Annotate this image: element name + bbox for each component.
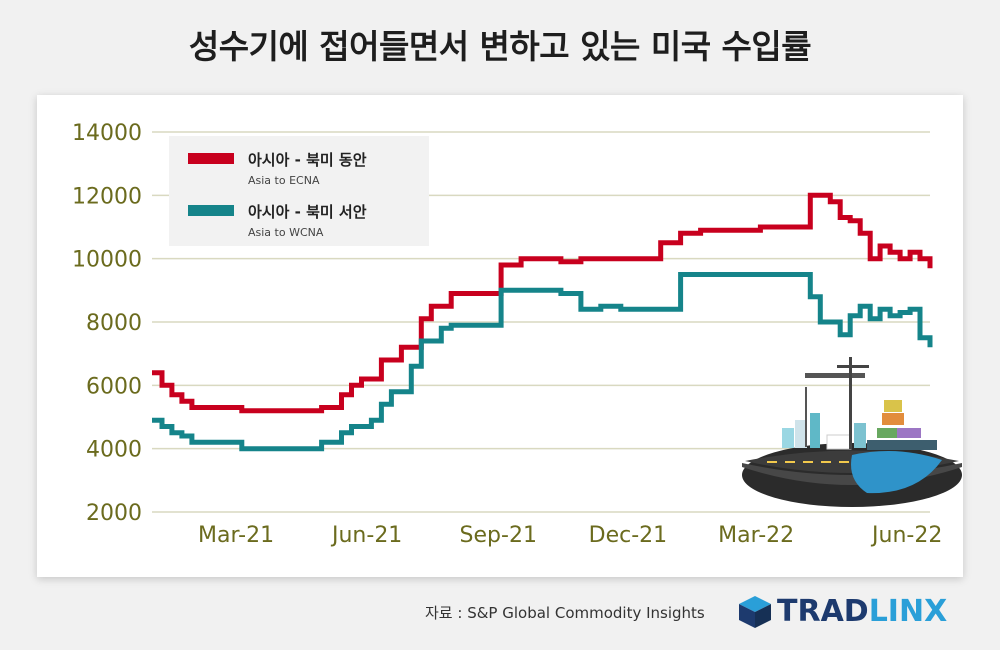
legend-sub-ecna: Asia to ECNA — [248, 174, 320, 187]
source-note: 자료 : S&P Global Commodity Insights — [425, 604, 705, 622]
y-tick-label: 10000 — [72, 248, 142, 273]
page-title: 성수기에 접어들면서 변하고 있는 미국 수입률 — [188, 27, 812, 66]
brand-part-trad: TRAD — [777, 594, 869, 629]
chart-panel: 14000 12000 10000 8000 6000 4000 2000 Mar-21 Ju… — [37, 95, 963, 577]
legend-swatch-ecna — [188, 153, 234, 164]
series-line-0 — [152, 192, 933, 414]
y-tick-label: 2000 — [86, 501, 142, 526]
legend: 아시아 - 북미 동안 Asia to ECNA 아시아 - 북미 서안 Asi… — [169, 136, 429, 246]
x-tick-label: Jun-21 — [330, 523, 402, 548]
x-tick-label: Sep-21 — [460, 523, 537, 548]
x-tick-label: Mar-21 — [198, 523, 274, 548]
series-line-1 — [152, 272, 933, 452]
brand-logo: TRADLINX — [735, 592, 965, 632]
port-illustration — [742, 357, 962, 507]
legend-label-ecna: 아시아 - 북미 동안 — [248, 151, 367, 169]
legend-sub-wcna: Asia to WCNA — [248, 226, 324, 239]
legend-label-wcna: 아시아 - 북미 서안 — [248, 203, 367, 221]
line-chart: 14000 12000 10000 8000 6000 4000 2000 Mar-21 Ju… — [72, 121, 962, 548]
legend-swatch-wcna — [188, 205, 234, 216]
x-tick-label: Mar-22 — [718, 523, 794, 548]
y-tick-label: 8000 — [86, 311, 142, 336]
y-tick-label: 14000 — [72, 121, 142, 146]
brand-part-linx: LINX — [868, 594, 948, 629]
x-tick-label: Jun-22 — [870, 523, 942, 548]
y-tick-label: 12000 — [72, 184, 142, 209]
y-tick-label: 4000 — [86, 438, 142, 463]
brand-cube-icon — [739, 596, 771, 628]
y-tick-label: 6000 — [86, 374, 142, 399]
x-tick-label: Dec-21 — [589, 523, 668, 548]
